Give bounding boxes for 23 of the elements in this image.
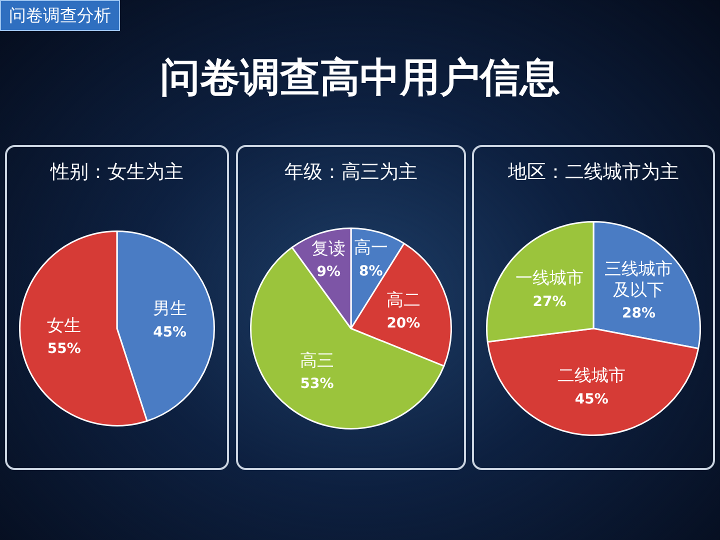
chart-title: 年级：高三为主 xyxy=(284,160,418,185)
text: 问卷调查分析 xyxy=(0,0,120,31)
slice-label: 一线城市 xyxy=(515,268,584,289)
chart-title: 地区：二线城市为主 xyxy=(507,160,680,185)
slice-label: 三线城市及以下 xyxy=(604,259,673,300)
slice-label: 复读 xyxy=(312,238,346,259)
data-label: 28% xyxy=(622,306,656,322)
slice-label: 二线城市 xyxy=(558,366,626,386)
slice-label: 高三 xyxy=(300,350,334,371)
data-label: 9% xyxy=(316,264,341,280)
data-label: 45% xyxy=(153,324,187,340)
data-label: 53% xyxy=(300,376,334,392)
text: 问卷调查高中用户信息 xyxy=(159,54,561,103)
slice-label: 高二 xyxy=(386,290,420,310)
data-label: 8% xyxy=(359,263,383,280)
data-label: 27% xyxy=(532,294,566,310)
slice-label: 女生 xyxy=(47,316,82,336)
slice-label: 男生 xyxy=(152,299,187,320)
chart-title: 性别：女生为主 xyxy=(49,160,184,185)
data-label: 20% xyxy=(386,316,420,332)
data-label: 55% xyxy=(47,341,81,358)
data-label: 45% xyxy=(574,391,608,408)
slice-label: 高一 xyxy=(354,238,388,258)
